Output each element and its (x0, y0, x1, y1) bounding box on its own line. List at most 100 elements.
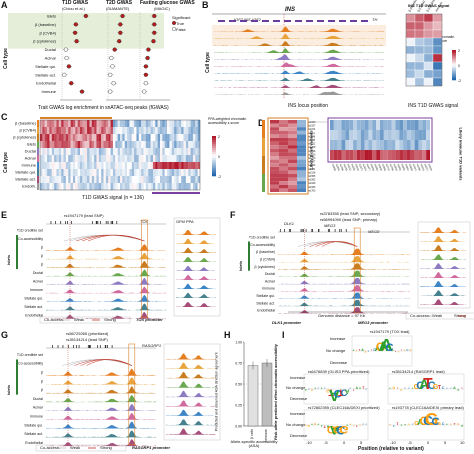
i-tick-r2: -5 (408, 440, 412, 445)
i-motif-letter: G (308, 424, 311, 428)
c-heat-cell (185, 183, 189, 190)
c-heat-cell (40, 141, 43, 148)
c-heat-cell (105, 176, 109, 183)
c-heat-cell (103, 162, 106, 169)
b-gene-block (273, 20, 280, 22)
b-legend-cell (452, 51, 456, 54)
c-heat-cell (155, 127, 158, 134)
c-heat-cell (63, 141, 66, 148)
c-heat-cell (94, 155, 97, 162)
b-heat-cell (423, 13, 434, 23)
c-heat-cell (103, 120, 106, 127)
d-left-cell (297, 127, 306, 131)
i-motif-letter: G (305, 424, 307, 426)
c-heat-cell (174, 148, 177, 155)
c-heat-cell (61, 134, 64, 141)
i-motif-letter: C (368, 349, 370, 351)
c-heat-cell (171, 141, 175, 148)
c-heat-cell (171, 176, 175, 183)
b-gene-block (361, 20, 368, 22)
d-left-cell (270, 184, 279, 189)
i-tick-l2: -5 (324, 440, 328, 445)
d-left-cell (288, 130, 297, 135)
d-right-cell (345, 120, 350, 130)
d-left-cell (288, 163, 297, 167)
e-track-label: GFM PPA (176, 219, 194, 224)
d-right-cell (356, 130, 361, 140)
g-coaccess-arc (86, 359, 132, 366)
c-heat-cell (91, 134, 95, 141)
c-heat-cell (91, 155, 95, 162)
c-legend-cell (212, 146, 216, 149)
e-row-label: β (41, 254, 43, 258)
c-heat-cell (181, 183, 184, 190)
c-heat-cell (141, 127, 144, 134)
g-credset-snp (52, 345, 53, 348)
a-row-label: Islets (47, 14, 56, 19)
c-heat-cell (192, 155, 196, 162)
d-left-snp: rs1185 (308, 139, 316, 142)
d-right-cell (418, 130, 423, 140)
a-row-label: Endothelial (36, 81, 56, 86)
c-heat-cell (120, 169, 123, 176)
c-heat-cell (148, 141, 151, 148)
c-heat-cell (108, 155, 111, 162)
d-right-cell (337, 130, 342, 140)
d-left-cell (270, 141, 279, 146)
c-heat-cell (178, 120, 182, 127)
f-side-track (420, 281, 466, 287)
c-heat-cell (61, 127, 64, 134)
d-right-cell (391, 120, 396, 130)
e-promoter-box (141, 219, 148, 318)
c-heat-cell (96, 120, 99, 127)
g-credset-snp (87, 345, 89, 348)
f-credset-snp (318, 229, 319, 232)
f-track (278, 285, 410, 292)
c-legend-cell (212, 142, 216, 145)
c-heat-cell (75, 169, 78, 176)
c-heat-cell (122, 176, 125, 183)
c-heat-cell (141, 148, 144, 155)
c-heat-cell (101, 134, 104, 141)
c-heat-cell (155, 120, 158, 127)
d-right-cell (353, 150, 357, 160)
c-heat-cell (143, 162, 146, 169)
b-legend-cell (452, 62, 456, 64)
f-side-track (420, 271, 466, 278)
d-left-cell (279, 163, 288, 167)
c-heat-cell (185, 155, 189, 162)
h-ytick: 0.75 (235, 361, 242, 365)
c-heat-cell (129, 169, 132, 176)
f-track (278, 299, 410, 307)
c-heat-cell (129, 120, 132, 127)
d-right-cell (383, 150, 388, 160)
i-motif-letter: C (416, 380, 424, 392)
c-heat-cell (63, 183, 66, 190)
c-heat-cell (122, 141, 125, 148)
f-snp1: rs3783355 (lead SNP; secondary) (320, 211, 381, 216)
d-left-cell (288, 170, 297, 174)
b-gene-block (229, 20, 236, 22)
c-heat-cell (54, 169, 57, 176)
c-heat-cell (169, 155, 172, 162)
d-right-cell (387, 150, 392, 160)
d-right-cell (368, 120, 373, 130)
b-legend-cell (452, 54, 456, 57)
d-right-cell (426, 140, 430, 150)
b-heat-cell (405, 69, 416, 79)
c-heat-cell (157, 183, 161, 190)
c-heat-cell (82, 120, 85, 127)
c-heat-cell (84, 148, 88, 155)
d-left-cell (270, 120, 279, 124)
g-side-frame (163, 343, 221, 441)
c-heat-cell (178, 148, 182, 155)
f-genome-tracks: T1D credible set Co-accessibility β (basel… (248, 221, 474, 320)
f-gene3: MEG8 (368, 229, 380, 234)
panel-c: C Cell type T1D GWAS signal (n = 136) PP… (0, 112, 256, 204)
c-heat-cell (190, 183, 194, 190)
c-heat-cell (72, 120, 76, 127)
a-col2-title: T2D GWAS (106, 0, 133, 6)
c-heat-cell (65, 155, 69, 162)
i-motif-letter: A (314, 387, 316, 390)
d-left-cell (297, 177, 306, 182)
